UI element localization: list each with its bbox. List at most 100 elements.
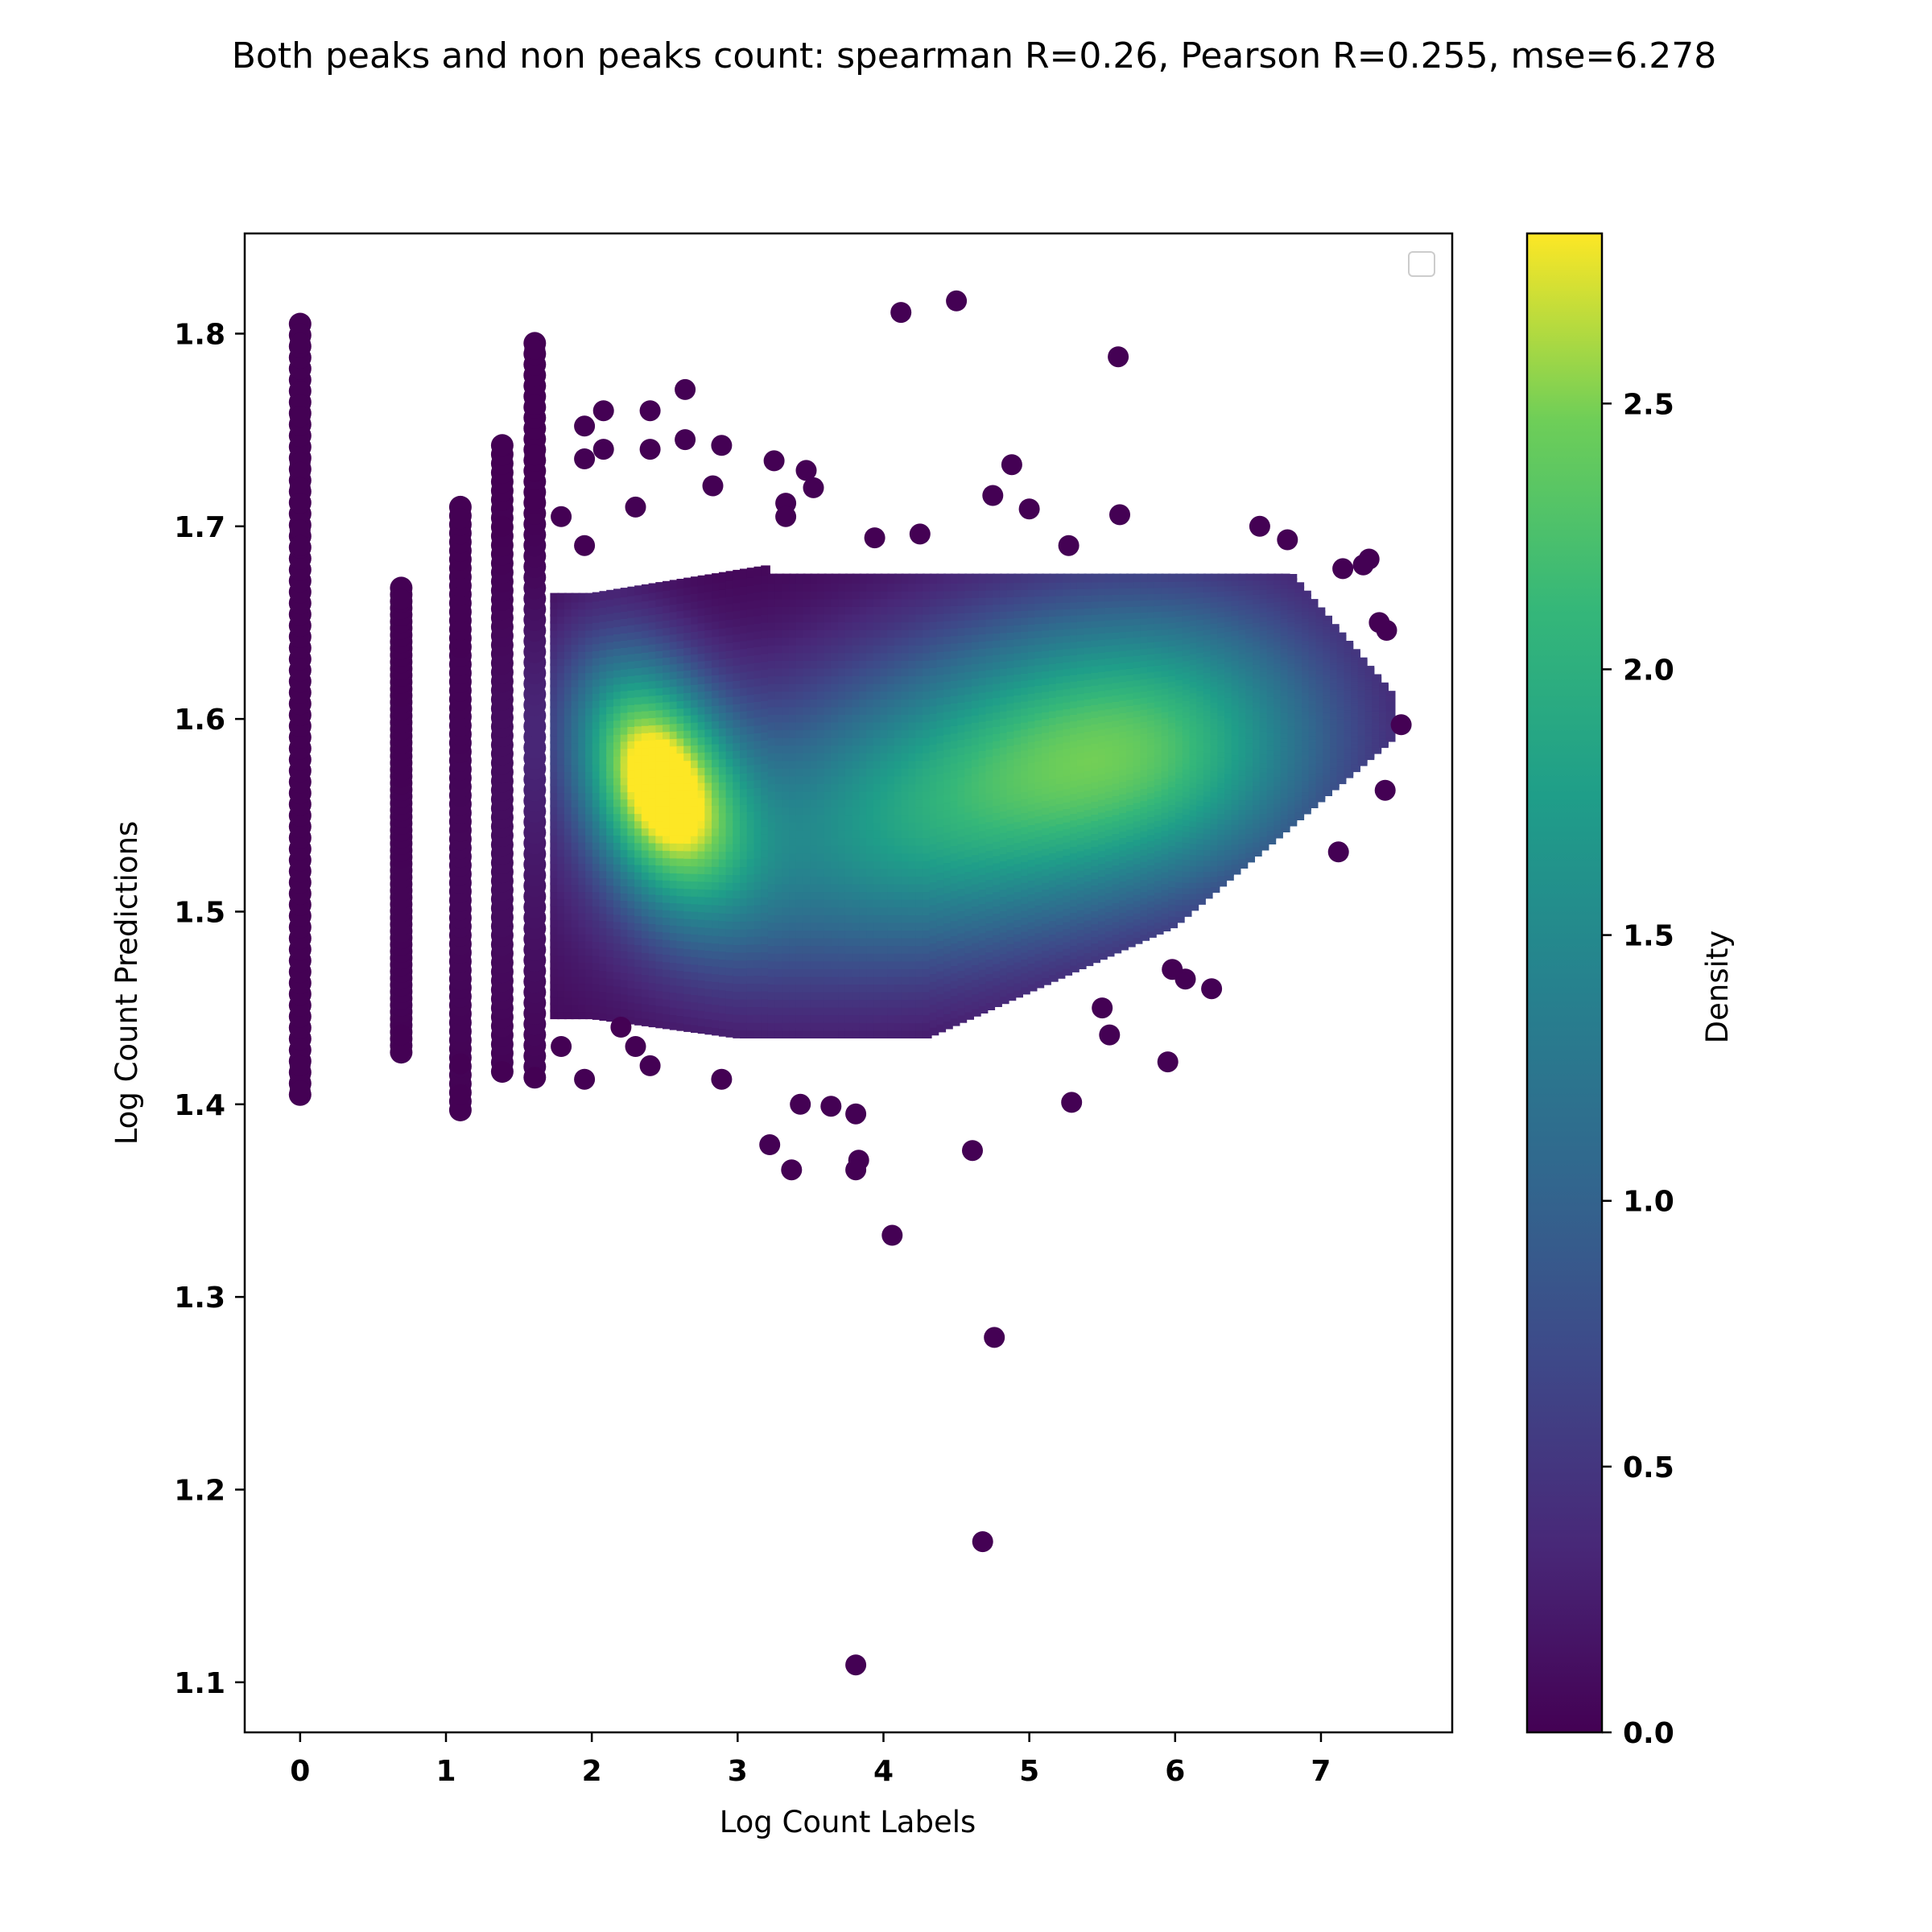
density-cell	[824, 912, 834, 923]
density-cell	[922, 966, 932, 977]
density-cell	[922, 874, 932, 885]
density-cell	[817, 928, 827, 939]
density-cell	[746, 895, 757, 906]
density-cell	[817, 1013, 827, 1023]
density-cell	[964, 721, 974, 732]
density-cell	[1055, 929, 1066, 939]
density-cell	[1042, 819, 1051, 828]
density-cell	[838, 943, 848, 954]
density-cell	[676, 586, 687, 597]
density-cell	[606, 962, 616, 972]
density-cell	[894, 828, 904, 839]
density-cell	[873, 1020, 883, 1031]
density-cell	[873, 774, 883, 785]
density-cell	[993, 983, 1002, 993]
density-cell	[1006, 743, 1017, 753]
density-cell	[1119, 886, 1129, 894]
density-cell	[957, 841, 968, 852]
density-cell	[999, 573, 1009, 584]
density-cell	[972, 970, 981, 980]
density-cell	[1126, 808, 1136, 818]
density-cell	[782, 604, 792, 615]
density-cell	[795, 666, 806, 677]
density-cell	[613, 718, 623, 729]
density-cell	[880, 612, 890, 623]
density-cell	[915, 597, 925, 607]
density-cell	[606, 704, 616, 714]
density-cell	[789, 674, 799, 684]
density-cell	[985, 718, 996, 729]
density-cell	[831, 797, 841, 807]
density-cell	[1126, 666, 1136, 675]
density-cell	[550, 635, 560, 645]
density-cell	[761, 926, 770, 937]
density-cell	[1091, 696, 1100, 705]
density-cell	[887, 581, 897, 592]
density-cell	[1091, 864, 1100, 873]
density-cell	[676, 871, 687, 881]
density-cell	[1027, 885, 1038, 895]
density-cell	[993, 939, 1002, 950]
density-cell	[915, 696, 925, 708]
density-cell	[691, 697, 700, 708]
density-cell	[957, 848, 968, 860]
density-cell	[1126, 605, 1136, 613]
density-cell	[985, 921, 996, 931]
density-cell	[620, 623, 630, 634]
density-cell	[648, 737, 658, 748]
density-cell	[901, 696, 911, 708]
density-cell	[873, 620, 883, 630]
density-cell	[733, 857, 742, 868]
density-cell	[817, 797, 827, 807]
density-cell	[676, 699, 687, 709]
density-cell	[1076, 836, 1087, 845]
density-cell	[950, 828, 960, 839]
density-cell	[663, 633, 672, 643]
density-cell	[1112, 787, 1122, 797]
density-cell	[564, 684, 574, 695]
density-cell	[704, 841, 715, 852]
density-cell	[641, 899, 651, 910]
density-cell	[712, 910, 721, 921]
density-cell	[950, 693, 960, 704]
density-cell	[704, 605, 715, 615]
density-cell	[795, 874, 806, 885]
density-cell	[795, 573, 806, 584]
density-cell	[691, 1015, 700, 1026]
density-cell	[831, 627, 841, 638]
density-cell	[894, 843, 904, 854]
density-cell	[1084, 873, 1094, 882]
density-cell	[852, 874, 862, 885]
density-cell	[972, 728, 981, 738]
density-cell	[782, 728, 792, 738]
density-cell	[880, 905, 890, 915]
density-cell	[999, 815, 1009, 826]
density-cell	[697, 848, 708, 859]
density-cell	[753, 770, 764, 781]
density-cell	[1013, 869, 1023, 878]
density-cell	[859, 966, 869, 977]
density-cell	[655, 737, 665, 748]
density-cell	[1042, 683, 1051, 692]
density-cell	[1104, 776, 1115, 786]
density-cell	[648, 914, 658, 925]
density-cell	[993, 624, 1002, 634]
density-cell	[1021, 950, 1030, 960]
density-cell	[844, 720, 855, 731]
density-cell	[663, 714, 672, 725]
density-cell	[887, 743, 897, 753]
density-cell	[1013, 728, 1023, 738]
density-cell	[908, 604, 919, 615]
density-cell	[634, 869, 644, 880]
density-cell	[844, 989, 855, 1001]
density-cell	[718, 679, 729, 691]
density-cell	[999, 915, 1009, 926]
density-cell	[803, 581, 813, 592]
density-cell	[641, 753, 651, 763]
density-cell	[901, 743, 911, 753]
density-cell	[950, 910, 960, 922]
density-cell	[564, 592, 574, 603]
density-cell	[1119, 841, 1129, 851]
density-cell	[1063, 966, 1073, 976]
density-cell	[880, 812, 890, 823]
